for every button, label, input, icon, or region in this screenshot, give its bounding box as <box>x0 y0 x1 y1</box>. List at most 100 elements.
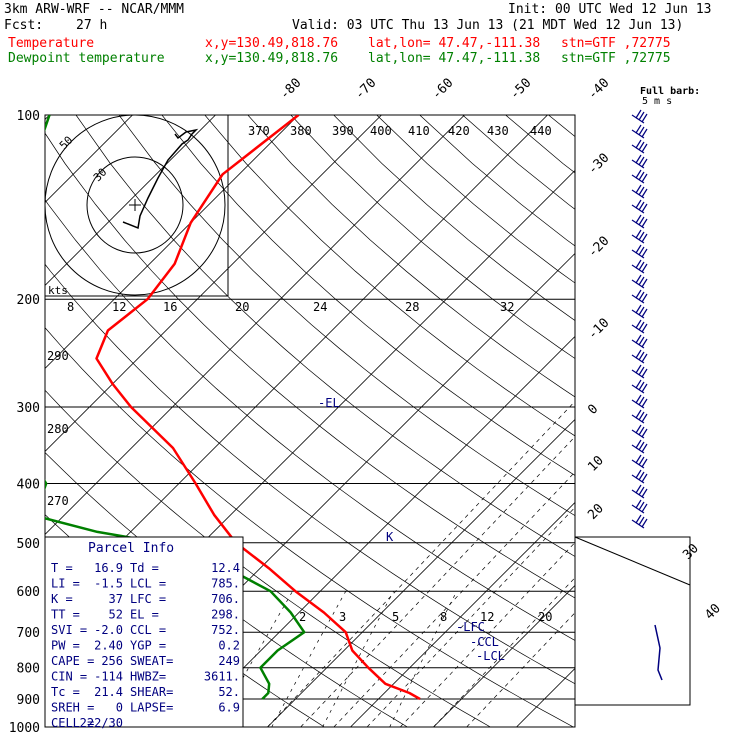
moist-adiabat-line <box>300 436 575 727</box>
parcel-info-key: LCL = <box>130 577 166 591</box>
isotherm-line <box>350 501 575 727</box>
dry-adiabat-line <box>419 115 575 247</box>
dewpoint-stn: stn=GTF ,72775 <box>561 51 671 66</box>
wind-barb-feather <box>635 214 642 224</box>
wind-barb-feather <box>638 246 645 256</box>
parcel-info-key: LI = <box>51 577 80 591</box>
wind-barb-feather <box>641 368 648 378</box>
parcel-info-key: Tc = <box>51 685 80 699</box>
wind-barb-feather <box>641 503 648 513</box>
moist-adiabat-line <box>433 577 575 727</box>
theta-tick-label: 420 <box>448 124 470 138</box>
theta-tick-label: 280 <box>47 422 69 436</box>
isotherm-tick-label: 10 <box>585 453 607 475</box>
wind-barb-feather <box>635 199 642 209</box>
isotherm-line <box>516 667 575 727</box>
parcel-info-key: SHEAR= <box>130 685 173 699</box>
dry-adiabat-line <box>333 115 575 322</box>
hodograph-speed-tick: 8 <box>67 300 74 314</box>
theta-tick-label: 410 <box>408 124 430 138</box>
parcel-info-title: Parcel Info <box>88 541 174 556</box>
wind-barb-feather <box>641 488 648 498</box>
theta-tick-label: 430 <box>487 124 509 138</box>
parcel-info-value: 12.4 <box>211 561 240 575</box>
wind-barb-feather <box>635 289 642 299</box>
parcel-info-value: 21.4 <box>94 685 123 699</box>
isotherm-tick-label: -10 <box>585 316 612 343</box>
wind-barb-feather <box>635 454 642 464</box>
wind-barb-feather <box>641 338 648 348</box>
dry-adiabat-line <box>505 115 575 174</box>
isotherm-tick-label: 40 <box>702 601 724 623</box>
temperature-stn: stn=GTF ,72775 <box>561 36 671 51</box>
moist-adiabat-line <box>400 542 575 727</box>
wind-barb-feather <box>641 443 648 453</box>
barb-panel-frame <box>575 536 691 706</box>
wind-barb-feather <box>635 364 642 374</box>
isotherm-tick-label: 20 <box>585 501 607 523</box>
moist-adiabat-line <box>267 400 575 727</box>
moist-adiabat-line <box>366 506 575 727</box>
mixing-ratio-tick-label: 8 <box>440 610 447 624</box>
wind-barb-feather <box>641 308 648 318</box>
parcel-info-key: HWBZ= <box>130 670 166 684</box>
parcel-info-value: 298. <box>211 608 240 622</box>
wind-barb-feather <box>638 426 645 436</box>
isotherm-tick-label: -30 <box>585 151 612 178</box>
wind-barb-feather <box>641 458 648 468</box>
mixing-ratio-tick-label: 20 <box>538 610 552 624</box>
parcel-info-key: YGP = <box>130 639 166 653</box>
wind-barb-feather <box>638 171 645 181</box>
wind-barb-feather <box>635 229 642 239</box>
pressure-tick-label: 500 <box>17 537 40 552</box>
isotherm-line <box>45 115 382 453</box>
wind-barb-feather <box>638 396 645 406</box>
wind-barb-feather <box>641 353 648 363</box>
hodograph-speed-tick: 12 <box>112 300 126 314</box>
mixing-ratio-tick-label: 12 <box>480 610 494 624</box>
wind-barb-feather <box>635 409 642 419</box>
wind-barb-feather <box>641 293 648 303</box>
isotherm-tick-label: 0 <box>585 402 601 418</box>
wind-barb-feather <box>641 323 648 333</box>
mixing-ratio-tick-label: 5 <box>392 610 399 624</box>
parcel-info-key: CAPE = <box>51 654 94 668</box>
parcel-info-key: TT = <box>51 608 80 622</box>
dry-adiabat-line <box>462 115 575 210</box>
wind-barb-feather <box>635 124 642 134</box>
wind-barb-feather <box>641 143 648 153</box>
wind-barb-feather <box>638 216 645 226</box>
parcel-info-value: 752. <box>211 623 240 637</box>
hodograph-speed-tick: 32 <box>500 300 514 314</box>
wind-barb-feather <box>638 456 645 466</box>
hodograph-speed-tick: 20 <box>235 300 249 314</box>
isotherm-tick-label: -20 <box>585 234 612 261</box>
parcel-info-key: SVI = <box>51 623 87 637</box>
isotherm-line <box>433 584 575 727</box>
wind-barb-feather <box>641 428 648 438</box>
dewpoint-profile <box>45 115 306 700</box>
hodograph-ring-outer <box>44 114 226 296</box>
wind-barb-feather <box>641 188 648 198</box>
parcel-info-key: CCL = <box>130 623 166 637</box>
temperature-latlon: lat,lon= 47.47,-111.38 <box>368 36 541 51</box>
wind-barb-feather <box>638 381 645 391</box>
wind-barbs <box>574 109 691 706</box>
wind-barb-feather <box>635 244 642 254</box>
wind-legend-line1: Full barb: <box>640 86 700 97</box>
isotherm-tick-label: -40 <box>585 76 612 103</box>
wind-barb-feather <box>641 278 648 288</box>
parcel-info-value: 0.2 <box>218 639 240 653</box>
isotherm-line <box>267 418 575 727</box>
wind-legend-line2: 5 m s <box>642 96 672 107</box>
isotherm-line <box>599 115 740 727</box>
pressure-tick-label: 400 <box>17 477 40 492</box>
plot-border <box>44 114 576 728</box>
wind-barb-feather <box>635 334 642 344</box>
parcel-info-key: PW = <box>51 639 80 653</box>
wind-barb-feather <box>638 291 645 301</box>
isotherm-tick-label: 30 <box>680 541 702 563</box>
wind-barb-feather <box>635 514 642 524</box>
